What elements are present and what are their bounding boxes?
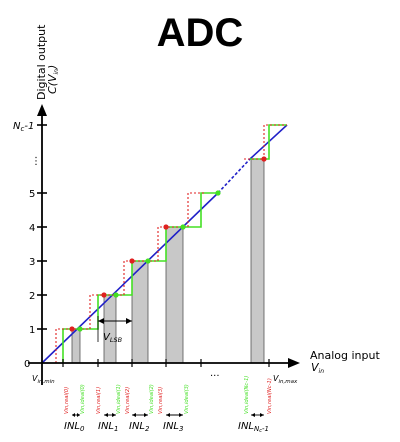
inl-bar-2 (131, 260, 149, 364)
x-axis-dots: ... (210, 368, 220, 379)
inl-bar-1 (103, 294, 117, 364)
ideal-threshold-2: Vin,ideal(2) (149, 384, 155, 414)
y-tick-3: 3 (29, 257, 35, 268)
inl-bar-0 (71, 328, 81, 364)
inl-label-1: INL1 (98, 421, 118, 433)
real-threshold-2: Vin,real(2) (125, 387, 131, 414)
y-tick-5: 5 (29, 189, 35, 200)
y-axis-label-group: Digital output C(Vin) (35, 24, 60, 100)
y-tick-0: 0 (24, 359, 30, 370)
diagram-title: ADC (157, 11, 244, 55)
inl-arrows (72, 413, 264, 417)
x-ticks (62, 359, 270, 367)
inl-label-3: INL3 (163, 421, 183, 433)
y-tick-ellipsis: ⋮ (31, 156, 41, 167)
inl-bar-nc-1 (250, 158, 265, 364)
x-axis-arrow-icon (288, 358, 300, 368)
y-axis-arrow-icon (37, 104, 47, 116)
x-axis-sublabel: Vin (311, 361, 324, 375)
inl-bars (71, 158, 265, 364)
axes (28, 104, 300, 385)
real-threshold-3: Vin,real(3) (158, 387, 164, 414)
y-axis-sublabel: C(Vin) (46, 65, 60, 94)
ideal-threshold-nc-1: Vin,ideal(Nc-1) (244, 376, 250, 414)
y-ticks (37, 124, 47, 330)
inl-label-2: INL2 (129, 421, 150, 433)
x-max-label: Vin,max (273, 374, 298, 385)
y-tick-4: 4 (29, 223, 35, 234)
y-tick-labels: 0 1 2 3 4 5 ⋮ Nc-1 (13, 121, 41, 370)
inl-labels: INL0 INL1 INL2 INL3 INLNc-1 (64, 421, 269, 434)
x-axis-label: Analog input (310, 349, 380, 362)
y-tick-nc-1: Nc-1 (13, 121, 34, 133)
ideal-transition-points (77, 190, 221, 332)
inl-label-nc-1: INLNc-1 (238, 421, 269, 434)
x-min-label: Vin,min (32, 374, 55, 385)
ideal-threshold-1: Vin,ideal(1) (116, 384, 122, 414)
y-tick-2: 2 (29, 291, 35, 302)
y-tick-1: 1 (29, 325, 35, 336)
real-transition-points (69, 156, 267, 332)
vlsb-dimension: VLSB (97, 316, 132, 344)
threshold-labels: Vin,real(0) Vin,ideal(0) Vin,real(1) Vin… (64, 376, 273, 414)
real-threshold-nc-1: Vin,real(Nc-1) (267, 378, 273, 414)
ideal-threshold-0: Vin,ideal(0) (80, 384, 86, 414)
real-threshold-1: Vin,real(1) (96, 387, 102, 414)
vlsb-label: VLSB (103, 332, 123, 344)
real-threshold-0: Vin,real(0) (64, 387, 70, 414)
y-axis-label: Digital output (35, 24, 48, 100)
ideal-threshold-3: Vin,ideal(3) (184, 384, 190, 414)
inl-label-0: INL0 (64, 421, 85, 433)
inl-bar-3 (165, 226, 184, 364)
